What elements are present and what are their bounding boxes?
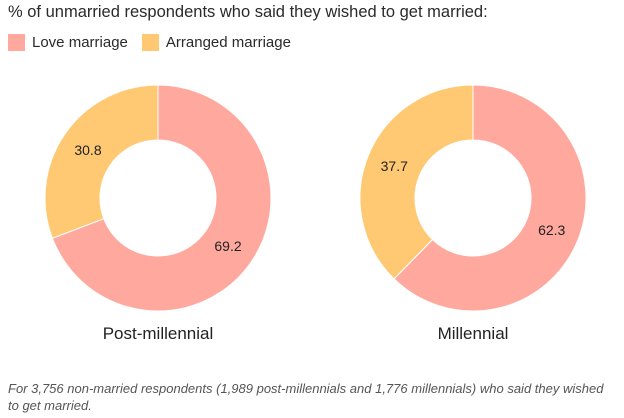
chart-subtitle-0: Post-millennial [103, 324, 214, 343]
legend-label-love: Love marriage [32, 34, 128, 51]
legend-swatch-arranged [141, 34, 159, 51]
chart-title: % of unmarried respondents who said they… [8, 3, 488, 21]
slice-label-0-1: 30.8 [74, 142, 101, 158]
slice-label-1-1: 37.7 [381, 158, 408, 174]
legend: Love marriage Arranged marriage [8, 34, 305, 51]
legend-item-love: Love marriage [8, 34, 128, 51]
slice-0-0 [51, 84, 272, 312]
legend-label-arranged: Arranged marriage [165, 34, 291, 51]
chart-subtitle-1: Millennial [438, 324, 509, 343]
footnote: For 3,756 non-married respondents (1,989… [8, 381, 604, 413]
slice-1-1 [359, 84, 474, 280]
legend-item-arranged: Arranged marriage [141, 34, 291, 51]
slice-label-1-0: 62.3 [538, 222, 565, 238]
slice-0-1 [44, 84, 159, 239]
slice-1-0 [393, 84, 587, 312]
slice-label-0-0: 69.2 [214, 238, 241, 254]
legend-swatch-love [8, 34, 25, 51]
donut-charts: 69.2 30.8 Post-millennial 62.3 37.7 Millennia… [44, 84, 587, 343]
